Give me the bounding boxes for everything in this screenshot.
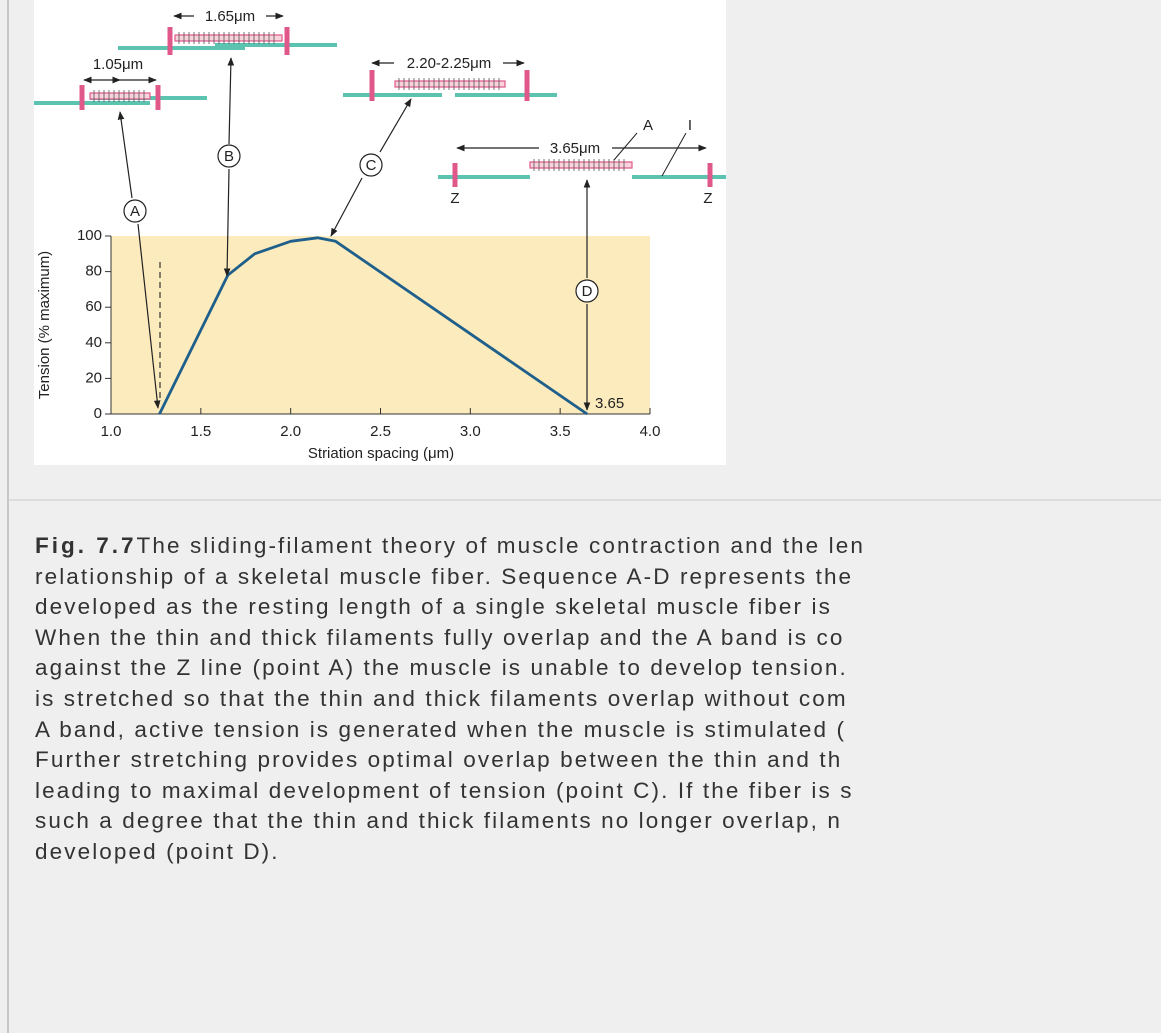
point-circle (575, 279, 599, 303)
thick-filament (89, 92, 151, 100)
thin-filament (215, 43, 337, 47)
figure: 0 20 40 60 80 100 1.0 1.5 2.0 2.5 3.0 3.5 4.0 Striati… (34, 0, 726, 465)
y-tick-label: 0 (94, 405, 102, 422)
caption-line: Further stretching provides optimal over… (35, 745, 1161, 776)
z-line (369, 70, 375, 101)
caption-line: such a degree that the thin and thick fi… (35, 806, 1161, 837)
point-circle (123, 199, 147, 223)
caption-text: against the Z line (point A) the muscle … (35, 655, 848, 681)
x-tick-label: 2.5 (370, 423, 391, 440)
point-circle (359, 153, 383, 177)
caption-line: A band, active tension is generated when… (35, 715, 1161, 746)
pointer (613, 132, 638, 161)
figure-label: Fig. 7.7 (35, 533, 137, 558)
x-tick-label: 4.0 (640, 423, 661, 440)
y-tick-label: 20 (85, 369, 102, 386)
x-axis-title: Striation spacing (μm) (308, 445, 454, 462)
border-line (7, 0, 9, 1033)
annotation: 1.65μm (205, 8, 255, 25)
z-line (79, 85, 85, 110)
arrow (137, 223, 161, 409)
y-tick-label: 80 (85, 263, 102, 280)
annotation: 3.65 (595, 395, 624, 412)
annotation: A (643, 117, 653, 134)
z-line (167, 27, 173, 55)
annotation: 2.20-2.25μm (407, 55, 492, 72)
caption: Fig. 7.7The sliding-filament theory of m… (35, 531, 1161, 868)
caption-line: developed (point D). (35, 837, 1161, 868)
caption-line: Fig. 7.7The sliding-filament theory of m… (35, 531, 1161, 562)
arrow (379, 98, 412, 153)
thin-filament (343, 93, 442, 97)
z-line (155, 85, 161, 110)
x-tick-label: 2.0 (280, 423, 301, 440)
x-tick-label: 3.5 (550, 423, 571, 440)
separator (9, 499, 1161, 501)
arrow (117, 111, 133, 199)
caption-line: relationship of a skeletal muscle fiber.… (35, 562, 1161, 593)
x-tick-label: 1.0 (101, 423, 122, 440)
annotation: D (582, 283, 593, 300)
caption-line: is stretched so that the thin and thick … (35, 684, 1161, 715)
arrow (223, 168, 231, 277)
z-line (524, 70, 530, 101)
label-bg (539, 139, 611, 157)
thick-filament (174, 34, 283, 42)
point-circle (217, 144, 241, 168)
annotation: I (688, 117, 692, 134)
annotation: Z (450, 190, 459, 207)
plot-area (111, 236, 650, 414)
y-tick-label: 60 (85, 298, 102, 315)
annotation: 3.65μm (550, 140, 600, 157)
z-line (284, 27, 290, 55)
annotation: A (130, 203, 140, 220)
z-line (707, 163, 713, 187)
caption-line: developed as the resting length of a sin… (35, 592, 1161, 623)
caption-text: developed as the resting length of a sin… (35, 594, 832, 620)
x-tick-label: 1.5 (190, 423, 211, 440)
x-tick-label: 3.0 (460, 423, 481, 440)
thin-filament (118, 46, 245, 50)
caption-text: When the thin and thick filaments fully … (35, 624, 845, 650)
label-bg (413, 54, 485, 72)
caption-text: The sliding-filament theory of muscle co… (136, 533, 865, 558)
caption-text: developed (point D). (35, 838, 280, 864)
annotation: C (366, 157, 377, 174)
caption-text: A band, active tension is generated when… (35, 716, 847, 742)
caption-text: Further stretching provides optimal over… (35, 747, 843, 773)
caption-text: relationship of a skeletal muscle fiber.… (35, 563, 854, 589)
y-tick-label: 40 (85, 334, 102, 351)
caption-line: When the thin and thick filaments fully … (35, 623, 1161, 654)
caption-text: leading to maximal development of tensio… (35, 777, 854, 803)
pointer (661, 132, 687, 177)
annotation: Z (703, 190, 712, 207)
thin-filament (438, 175, 530, 179)
arrow (330, 177, 363, 237)
label-bg (194, 7, 266, 25)
caption-text: such a degree that the thin and thick fi… (35, 808, 842, 834)
y-axis-title: Tension (% maximum) (36, 251, 53, 399)
thin-filament (34, 101, 150, 105)
label-bg (82, 55, 154, 73)
caption-line: against the Z line (point A) the muscle … (35, 653, 1161, 684)
caption-line: leading to maximal development of tensio… (35, 776, 1161, 807)
annotation: B (224, 148, 234, 165)
annotation: 1.05μm (93, 56, 143, 73)
thin-filament (455, 93, 557, 97)
thin-filament (632, 175, 726, 179)
thick-filament (394, 80, 506, 88)
z-line (452, 163, 458, 187)
y-tick-label: 100 (77, 227, 102, 244)
arrow (227, 57, 235, 145)
thick-filament (529, 161, 633, 169)
caption-text: is stretched so that the thin and thick … (35, 685, 848, 711)
